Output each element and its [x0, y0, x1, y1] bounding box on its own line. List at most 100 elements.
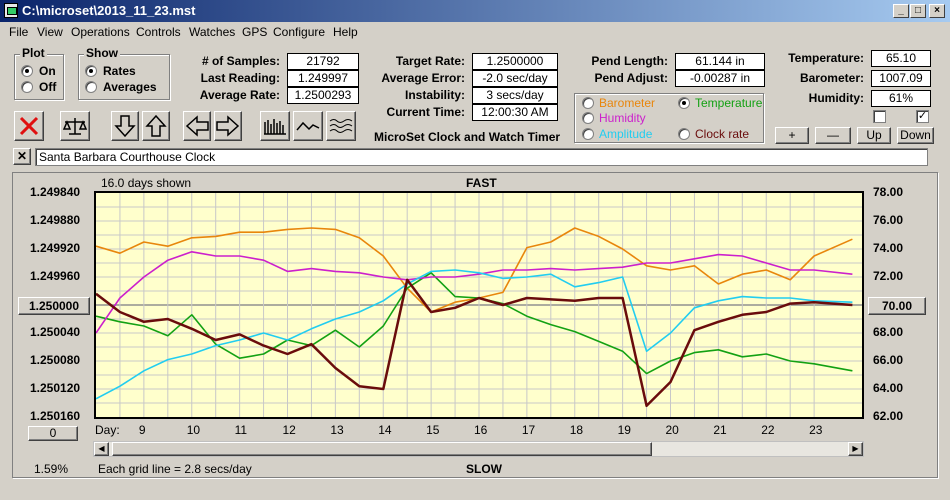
- scale-icon: [62, 118, 88, 135]
- plot-on-label: On: [39, 64, 56, 78]
- humidity-label: Humidity:: [808, 91, 864, 105]
- series-line-amplitude: [95, 269, 853, 400]
- days-shown-label: 16.0 days shown: [101, 176, 192, 190]
- offset-zero-button[interactable]: 0: [28, 426, 78, 441]
- line-graph-icon: [296, 121, 320, 131]
- red-x-icon: [19, 116, 39, 136]
- menu-operations[interactable]: Operations: [71, 25, 130, 39]
- x-tick-label: 12: [282, 423, 296, 437]
- arrow-left-icon: [185, 115, 209, 137]
- series-line-barometer: [95, 227, 853, 313]
- overlay-clockrate-radio[interactable]: [678, 128, 690, 140]
- right-tick-label: 68.00: [873, 325, 904, 339]
- menu-help[interactable]: Help: [333, 25, 358, 39]
- x-tick-label: 11: [234, 423, 248, 437]
- current-time-label: Current Time:: [386, 105, 465, 119]
- x-tick-label: 10: [186, 423, 201, 437]
- temperature-label: Temperature:: [788, 51, 864, 65]
- plot-group-title: Plot: [20, 46, 47, 60]
- instability-label: Instability:: [404, 88, 465, 102]
- minimize-button[interactable]: _: [893, 4, 909, 18]
- plus-button[interactable]: +: [775, 127, 809, 144]
- menu-configure[interactable]: Configure: [273, 25, 326, 39]
- series-line-humidity: [95, 250, 853, 334]
- option-checkbox-1[interactable]: [873, 110, 886, 123]
- average-rate-label: Average Rate:: [199, 88, 280, 102]
- left-tick-label: 1.249880: [30, 213, 81, 227]
- overlay-amplitude-label: Amplitude: [599, 127, 653, 141]
- overlay-amplitude-radio[interactable]: [582, 128, 594, 140]
- scroll-thumb[interactable]: [112, 442, 652, 456]
- series-line-temperature: [95, 272, 853, 375]
- center-rate-button[interactable]: 1.250000: [18, 297, 90, 315]
- menu-gps[interactable]: GPS: [242, 25, 268, 39]
- show-group: [78, 54, 170, 100]
- horizontal-scrollbar[interactable]: ◀ ▶: [93, 441, 864, 457]
- bar-view-button[interactable]: [260, 111, 290, 141]
- pend-length-label: Pend Length:: [591, 54, 668, 68]
- balance-button[interactable]: [60, 111, 90, 141]
- watch-name-field[interactable]: Santa Barbara Courthouse Clock: [35, 148, 928, 166]
- pend-adjust-label: Pend Adjust:: [594, 71, 668, 85]
- left-arrow-button[interactable]: [183, 111, 211, 141]
- left-tick-label: 1.250080: [30, 353, 81, 367]
- target-rate-value: 1.2500000: [472, 53, 558, 70]
- menu-file[interactable]: File: [9, 25, 29, 39]
- plot-off-radio[interactable]: [21, 81, 33, 93]
- wave-icon: [329, 119, 353, 133]
- arrow-down-icon: [114, 115, 136, 138]
- menu-view[interactable]: View: [37, 25, 63, 39]
- overlay-humidity-label: Humidity: [599, 111, 646, 125]
- x-tick-label: 19: [617, 423, 631, 437]
- menu-controls[interactable]: Controls: [136, 25, 181, 39]
- show-averages-radio[interactable]: [85, 81, 97, 93]
- overlay-temperature-radio[interactable]: [678, 97, 690, 109]
- up-arrow-button[interactable]: [142, 111, 170, 141]
- app-title: MicroSet Clock and Watch Timer: [374, 130, 561, 144]
- show-rates-radio[interactable]: [85, 65, 97, 77]
- left-tick-label: 1.249840: [30, 185, 81, 199]
- scroll-right-button[interactable]: ▶: [848, 442, 863, 456]
- grid-note: Each grid line = 2.8 secs/day: [98, 462, 252, 476]
- left-tick-label: 1.250120: [30, 381, 81, 395]
- up-button[interactable]: Up: [857, 127, 891, 144]
- samples-value: 21792: [287, 53, 359, 70]
- x-tick-label: 21: [713, 423, 727, 437]
- close-window-button[interactable]: ×: [929, 4, 945, 18]
- scroll-left-button[interactable]: ◀: [94, 442, 109, 456]
- clear-watch-button[interactable]: ✕: [13, 148, 31, 165]
- plot-area: [94, 191, 864, 419]
- maximize-button[interactable]: □: [910, 4, 926, 18]
- overlay-clockrate-label: Clock rate: [695, 127, 750, 141]
- wave-view-button[interactable]: [326, 111, 356, 141]
- minus-button[interactable]: —: [815, 127, 851, 144]
- menu-watches[interactable]: Watches: [189, 25, 236, 39]
- right-tick-label: 64.00: [873, 381, 904, 395]
- show-group-title: Show: [84, 46, 120, 60]
- right-arrow-button[interactable]: [214, 111, 242, 141]
- x-tick-label: 14: [378, 423, 392, 437]
- down-button[interactable]: Down: [897, 127, 934, 144]
- chart-panel: [12, 172, 938, 478]
- left-tick-label: 1.249920: [30, 241, 81, 255]
- menu-bar: File View Operations Controls Watches GP…: [0, 22, 950, 42]
- stop-button[interactable]: [14, 111, 44, 141]
- option-checkbox-2[interactable]: ✓: [916, 110, 929, 123]
- overlay-humidity-radio[interactable]: [582, 112, 594, 124]
- average-error-value: -2.0 sec/day: [472, 70, 558, 87]
- barometer-label: Barometer:: [799, 71, 864, 85]
- x-tick-label: 23: [809, 423, 823, 437]
- arrow-up-icon: [145, 114, 167, 137]
- center-temp-button[interactable]: 70.00: [868, 297, 926, 315]
- series-line-clock-rate: [95, 278, 853, 408]
- line-view-button[interactable]: [293, 111, 323, 141]
- overlay-barometer-radio[interactable]: [582, 97, 594, 109]
- plot-on-radio[interactable]: [21, 65, 33, 77]
- x-tick-label: 18: [569, 423, 584, 437]
- window-title: C:\microset\2013_11_23.mst: [22, 3, 196, 18]
- x-tick-label: 16: [474, 423, 488, 437]
- overlay-temperature-label: Temperature: [695, 96, 763, 110]
- rate-chart: [95, 193, 862, 417]
- last-reading-value: 1.249997: [287, 70, 359, 87]
- down-arrow-button[interactable]: [111, 111, 139, 141]
